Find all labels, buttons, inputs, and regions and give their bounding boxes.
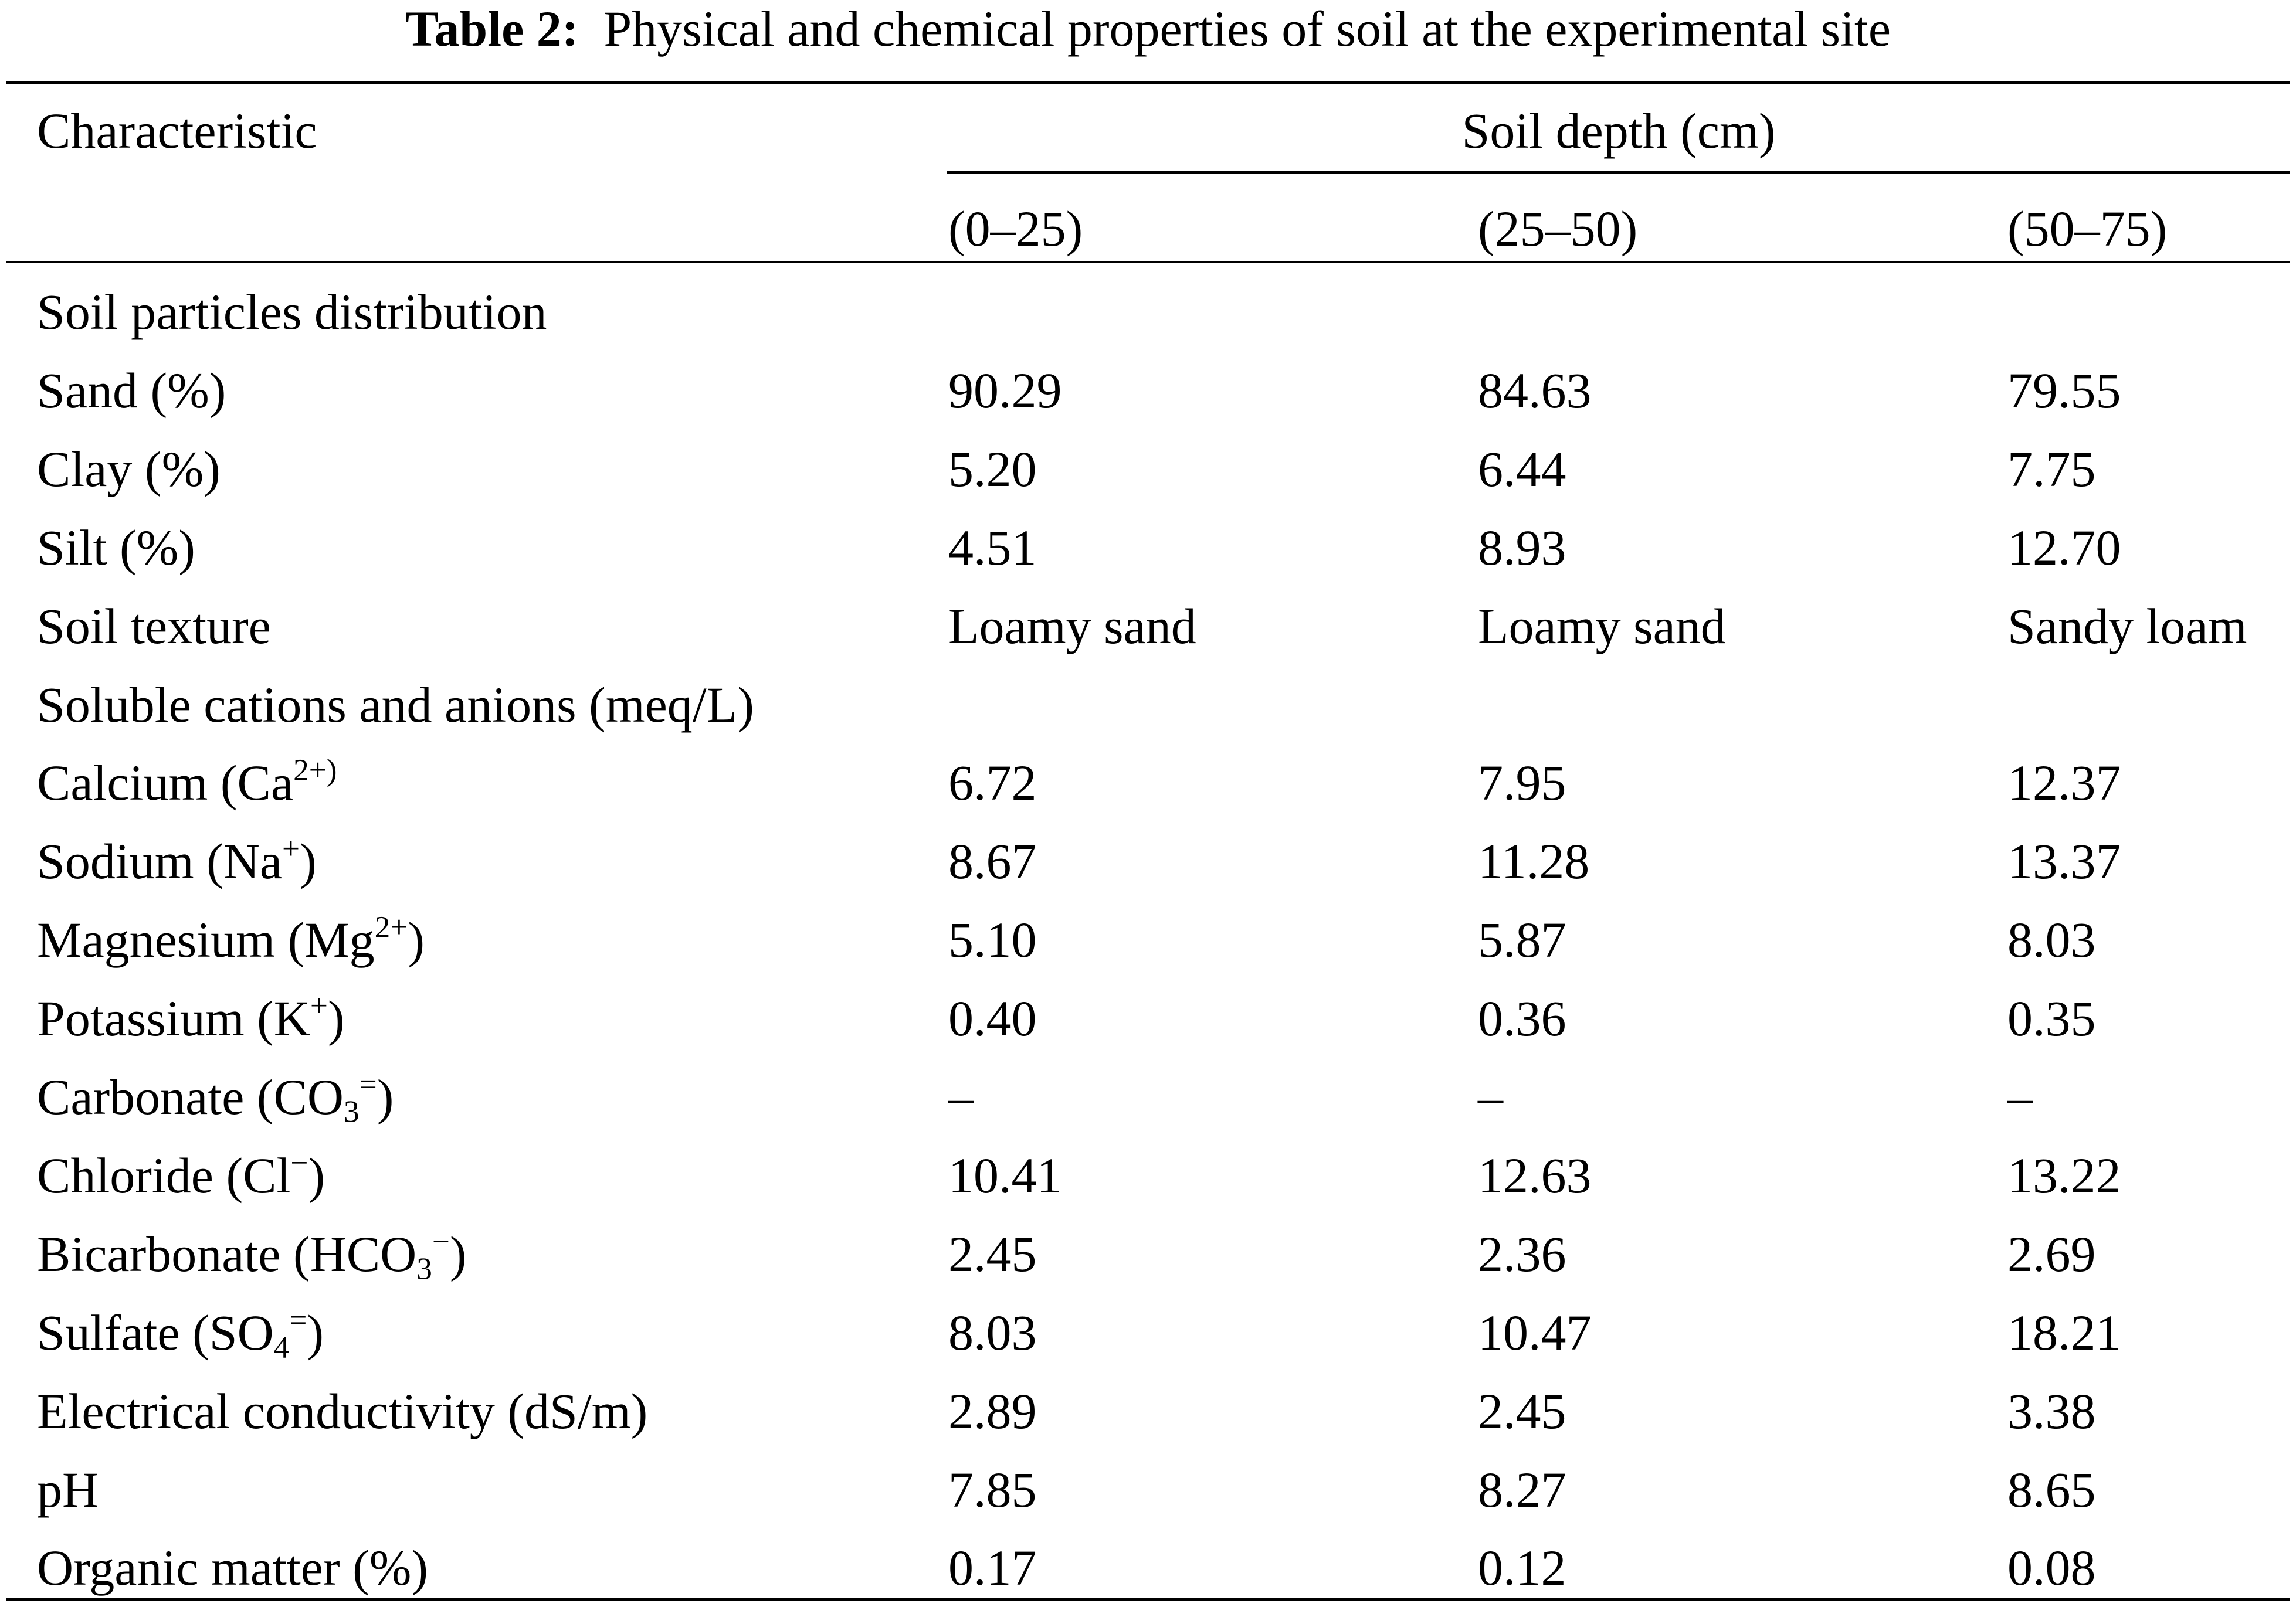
header-rule: [6, 261, 2290, 263]
table-cell: 2.89: [948, 1383, 1037, 1439]
table-cell: 12.37: [2007, 755, 2121, 811]
table-cell: 0.12: [1478, 1540, 1566, 1596]
table-cell: 0.08: [2007, 1540, 2096, 1596]
row-label: Soil texture: [37, 598, 271, 654]
table-cell: 10.47: [1478, 1304, 1592, 1361]
row-label: Sulfate (SO4=): [37, 1302, 324, 1365]
row-label: Electrical conductivity (dS/m): [37, 1383, 648, 1439]
table-cell: 4.51: [948, 519, 1037, 576]
row-label: Chloride (Cl−): [37, 1144, 325, 1204]
table-cell: 11.28: [1478, 833, 1590, 889]
table-cell: 12.70: [2007, 519, 2121, 576]
table-cell: –: [2007, 1069, 2033, 1125]
table-cell: 12.63: [1478, 1147, 1592, 1204]
row-label: Calcium (Ca2+): [37, 752, 337, 811]
row-label: Organic matter (%): [37, 1540, 429, 1596]
table-cell: 13.37: [2007, 833, 2121, 889]
table-cell: 8.27: [1478, 1462, 1566, 1518]
table-cell: Sandy loam: [2007, 598, 2247, 654]
table-number: Table 2:: [405, 1, 579, 57]
table-cell: –: [948, 1069, 974, 1125]
row-label: Bicarbonate (HCO3−): [37, 1223, 467, 1286]
row-label: Magnesium (Mg2+): [37, 909, 425, 968]
table-cell: 0.36: [1478, 990, 1566, 1047]
table-cell: 7.95: [1478, 755, 1566, 811]
table-cell: 2.69: [2007, 1226, 2096, 1282]
table-cell: 5.20: [948, 441, 1037, 497]
table-cell: 18.21: [2007, 1304, 2121, 1361]
row-label: Silt (%): [37, 519, 195, 576]
table-cell: 8.67: [948, 833, 1037, 889]
header-span-rule: [947, 171, 2290, 174]
table-cell: 6.44: [1478, 441, 1566, 497]
table-cell: 6.72: [948, 755, 1037, 811]
table-cell: 8.03: [2007, 912, 2096, 968]
table-cell: 0.35: [2007, 990, 2096, 1047]
table-cell: 8.65: [2007, 1462, 2096, 1518]
table-cell: 5.10: [948, 912, 1037, 968]
row-label: Soil particles distribution: [37, 284, 547, 340]
table-cell: 84.63: [1478, 362, 1592, 419]
bottom-rule: [6, 1598, 2290, 1601]
table-cell: 0.40: [948, 990, 1037, 1047]
table-cell: 5.87: [1478, 912, 1566, 968]
table-cell: Loamy sand: [948, 598, 1196, 654]
table-cell: 8.03: [948, 1304, 1037, 1361]
table-cell: 10.41: [948, 1147, 1062, 1204]
header-depth-0-25: (0–25): [948, 201, 1083, 257]
table-cell: 13.22: [2007, 1147, 2121, 1204]
table-cell: 2.45: [948, 1226, 1037, 1282]
header-depth-50-75: (50–75): [2007, 201, 2168, 257]
row-label: Carbonate (CO3=): [37, 1066, 394, 1129]
table-cell: 90.29: [948, 362, 1062, 419]
table-cell: Loamy sand: [1478, 598, 1726, 654]
header-characteristic: Characteristic: [37, 103, 317, 159]
table-title: Physical and chemical properties of soil…: [603, 1, 1891, 57]
table-cell: 79.55: [2007, 362, 2121, 419]
table-cell: 0.17: [948, 1540, 1037, 1596]
table-cell: 7.75: [2007, 441, 2096, 497]
table-cell: 3.38: [2007, 1383, 2096, 1439]
row-label: Sodium (Na+): [37, 830, 317, 889]
row-label: Clay (%): [37, 441, 221, 497]
table-cell: –: [1478, 1069, 1503, 1125]
table-cell: 7.85: [948, 1462, 1037, 1518]
top-rule: [6, 81, 2290, 84]
header-depth-25-50: (25–50): [1478, 201, 1638, 257]
row-label: Sand (%): [37, 362, 226, 419]
row-label: Potassium (K+): [37, 987, 345, 1047]
table-cell: 2.36: [1478, 1226, 1566, 1282]
row-label: pH: [37, 1462, 99, 1518]
table-cell: 8.93: [1478, 519, 1566, 576]
table-cell: 2.45: [1478, 1383, 1566, 1439]
row-label: Soluble cations and anions (meq/L): [37, 677, 754, 733]
header-soil-depth: Soil depth (cm): [1461, 103, 1776, 159]
table-caption: Table 2: Physical and chemical propertie…: [0, 0, 2296, 57]
